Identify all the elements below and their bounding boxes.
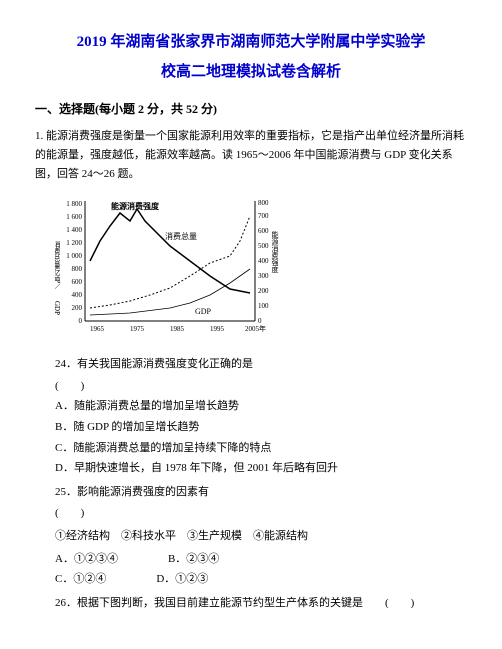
svg-text:400: 400: [72, 291, 83, 299]
svg-text:1 200: 1 200: [66, 239, 82, 247]
svg-text:消费总量亿吨／: 消费总量亿吨／: [55, 240, 61, 290]
q25-stem: 25．影响能源消费强度的因素有: [55, 484, 467, 502]
section-header: 一、选择题(每小题 2 分，共 52 分): [35, 100, 467, 119]
svg-text:600: 600: [258, 227, 269, 235]
svg-text:0: 0: [79, 317, 83, 325]
svg-text:0: 0: [258, 317, 262, 325]
svg-text:1 400: 1 400: [66, 226, 82, 234]
q25-row2: C．①②④ D．①②③: [55, 571, 467, 589]
energy-chart: 0 200 400 600 800 1 000 1 200 1 400 1 60…: [55, 191, 285, 346]
page-title-2: 校高二地理模拟试卷含解析: [35, 60, 467, 84]
svg-text:600: 600: [72, 278, 83, 286]
svg-text:2005年: 2005年: [245, 324, 266, 333]
svg-text:300: 300: [258, 272, 269, 280]
q24-opt-d: D．早期快速增长，自 1978 年下降，但 2001 年后略有回升: [55, 460, 467, 478]
svg-text:GDP: GDP: [55, 301, 61, 315]
q24-opt-b: B．随 GDP 的增加呈增长趋势: [55, 419, 467, 437]
svg-text:500: 500: [258, 242, 269, 250]
svg-text:700: 700: [258, 212, 269, 220]
q24-opt-a: A．随能源消费总量的增加呈增长趋势: [55, 398, 467, 416]
svg-text:100: 100: [258, 302, 269, 310]
svg-text:1 600: 1 600: [66, 213, 82, 221]
svg-text:200: 200: [258, 287, 269, 295]
svg-text:1995: 1995: [210, 325, 225, 333]
q24-stem: 24．有关我国能源消费强度变化正确的是: [55, 356, 467, 374]
q25-opt-a: A．①②③④: [55, 551, 118, 569]
svg-text:1975: 1975: [130, 325, 145, 333]
q25-opt-d: D．①②③: [156, 571, 208, 589]
q25-row1: A．①②③④ B．②③④: [55, 551, 467, 569]
q26-stem: 26．根据下图判断，我国目前建立能源节约型生产体系的关键是 ( ): [55, 595, 467, 613]
svg-text:能源消费强度: 能源消费强度: [271, 230, 279, 274]
q25-circled: ①经济结构 ②科技水平 ③生产规模 ④能源结构: [55, 528, 467, 546]
svg-text:1985: 1985: [170, 325, 185, 333]
svg-text:800: 800: [72, 265, 83, 273]
svg-text:400: 400: [258, 257, 269, 265]
q24-opt-c: C．随能源消费总量的增加呈持续下降的特点: [55, 440, 467, 458]
page-title-1: 2019 年湖南省张家界市湖南师范大学附属中学实验学: [35, 30, 467, 54]
svg-text:1 800: 1 800: [66, 200, 82, 208]
svg-text:1 000: 1 000: [66, 252, 82, 260]
question-intro: 1. 能源消费强度是衡量一个国家能源利用效率的重要指标，它是指产出单位经济量所消…: [35, 127, 467, 183]
q24-text: 24．有关我国能源消费强度变化正确的是: [55, 358, 253, 370]
q25-opt-b: B．②③④: [168, 551, 219, 569]
svg-text:200: 200: [72, 304, 83, 312]
svg-text:消费总量: 消费总量: [165, 231, 197, 241]
q24-paren: ( ): [55, 378, 467, 396]
svg-text:GDP: GDP: [195, 307, 212, 316]
svg-text:1965: 1965: [90, 325, 105, 333]
svg-text:800: 800: [258, 199, 269, 207]
svg-text:能源消费强度: 能源消费强度: [111, 201, 160, 211]
q25-opt-c: C．①②④: [55, 571, 106, 589]
q25-paren: ( ): [55, 505, 467, 523]
